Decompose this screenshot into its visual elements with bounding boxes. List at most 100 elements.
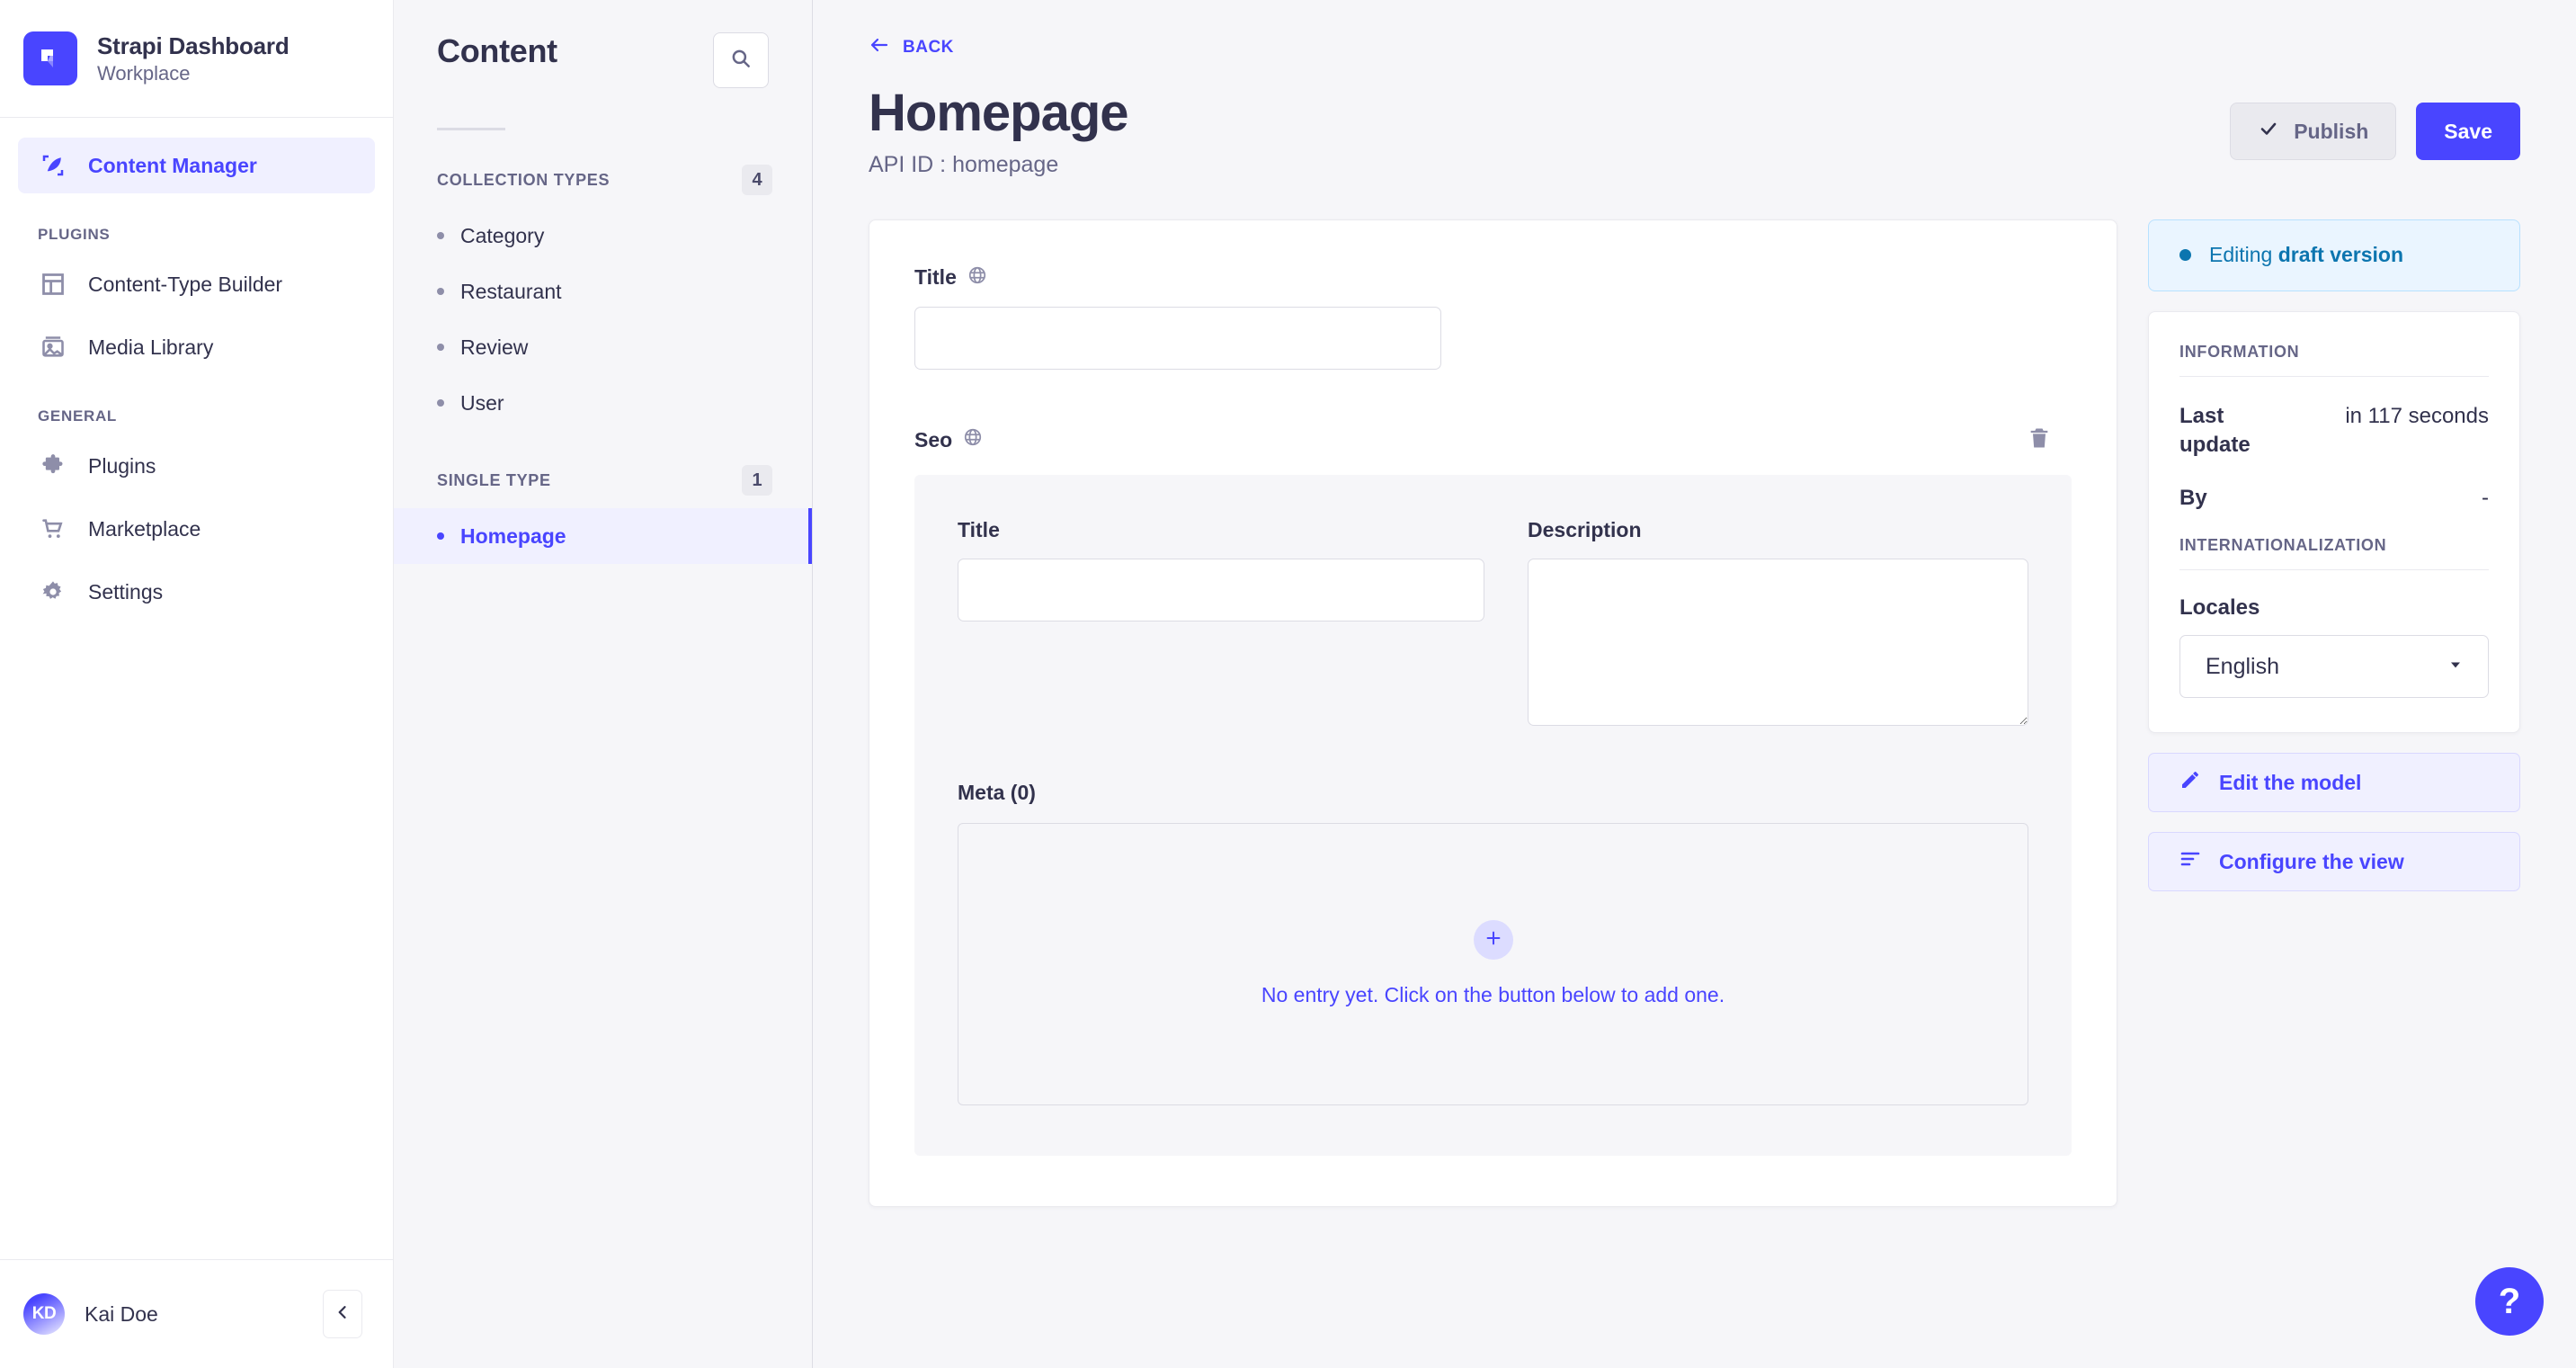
- locales-label: Locales: [2179, 595, 2260, 621]
- content-type-label: Homepage: [460, 523, 566, 548]
- info-row-last-update: Last update in 117 seconds: [2179, 402, 2489, 460]
- trash-icon[interactable]: [2027, 425, 2052, 455]
- info-key: By: [2179, 485, 2207, 510]
- seo-title-input[interactable]: [958, 558, 1484, 621]
- information-title: INFORMATION: [2179, 342, 2300, 361]
- globe-icon: [963, 427, 983, 452]
- sidebar-item-content-type-builder[interactable]: Content-Type Builder: [18, 256, 375, 312]
- information-card: INFORMATION Last update in 117 seconds B…: [2148, 310, 2520, 734]
- content-type-item-restaurant[interactable]: Restaurant: [394, 264, 812, 319]
- save-button[interactable]: Save: [2416, 103, 2520, 160]
- title-field-label: Title: [914, 265, 2072, 291]
- sidebar-collapse-button[interactable]: [323, 1290, 362, 1338]
- bullet-icon: [437, 532, 444, 540]
- info-row-by: By -: [2179, 484, 2489, 513]
- sidebar-item-settings[interactable]: Settings: [18, 564, 375, 620]
- user-menu[interactable]: KD Kai Doe: [23, 1293, 158, 1335]
- bullet-icon: [437, 399, 444, 407]
- brand-subtitle: Workplace: [97, 61, 191, 85]
- meta-empty-text: No entry yet. Click on the button below …: [1261, 983, 1725, 1007]
- collection-types-header: COLLECTION TYPES 4: [394, 165, 812, 195]
- brand-header[interactable]: Strapi Dashboard Workplace: [0, 0, 393, 118]
- plus-icon[interactable]: [1473, 920, 1513, 961]
- content-type-label: Category: [460, 223, 545, 247]
- collection-types-group: COLLECTION TYPES 4 Category Restaurant R…: [394, 130, 812, 431]
- help-button[interactable]: ?: [2475, 1267, 2544, 1336]
- sidebar-item-label: Media Library: [88, 335, 214, 359]
- main-header-block: BACK Homepage API ID : homepage Publish: [813, 0, 2576, 178]
- user-name: Kai Doe: [85, 1301, 158, 1326]
- sidebar-item-plugins[interactable]: Plugins: [18, 438, 375, 494]
- avatar: KD: [23, 1293, 65, 1335]
- sidebar-item-media-library[interactable]: Media Library: [18, 319, 375, 375]
- sidebar-section-label: GENERAL: [38, 407, 118, 425]
- layout-builder-icon: [38, 269, 68, 300]
- publish-button[interactable]: Publish: [2230, 103, 2397, 160]
- strapi-logo-icon: [23, 31, 77, 85]
- puzzle-icon: [38, 451, 68, 481]
- sidebar-item-label: Plugins: [88, 453, 156, 478]
- configure-the-view-button[interactable]: Configure the view: [2148, 832, 2520, 892]
- edit-the-model-button[interactable]: Edit the model: [2148, 753, 2520, 813]
- content-type-item-user[interactable]: User: [394, 375, 812, 431]
- edit-the-model-label: Edit the model: [2219, 770, 2362, 794]
- content-types-panel: Content COLLECTION TYPES 4 Category: [394, 0, 813, 1368]
- single-type-label: SINGLE TYPE: [437, 470, 551, 489]
- left-sidebar: Strapi Dashboard Workplace Content Manag…: [0, 0, 394, 1368]
- brand-title: Strapi Dashboard: [97, 31, 290, 59]
- single-type-header: SINGLE TYPE 1: [394, 465, 812, 496]
- sidebar-item-label: Content Manager: [88, 153, 257, 177]
- meta-label: Meta (0): [958, 780, 1036, 804]
- feather-pen-icon: [38, 150, 68, 181]
- draft-prefix: Editing: [2209, 243, 2278, 267]
- collection-types-label: COLLECTION TYPES: [437, 170, 611, 189]
- sidebar-section-label: PLUGINS: [38, 226, 111, 243]
- page-subtitle: API ID : homepage: [869, 151, 1059, 177]
- seo-description-label: Description: [1528, 517, 1642, 541]
- draft-status-badge: Editing draft version: [2148, 219, 2520, 291]
- content-type-item-review[interactable]: Review: [394, 319, 812, 375]
- content-type-item-homepage[interactable]: Homepage: [394, 508, 812, 564]
- sidebar-item-label: Settings: [88, 579, 164, 604]
- seo-title-field: Title: [958, 518, 1484, 730]
- meta-empty-state: No entry yet. Click on the button below …: [958, 822, 2028, 1105]
- bullet-icon: [437, 232, 444, 239]
- page-title-block: Homepage API ID : homepage: [869, 85, 1129, 178]
- seo-component-box: Title Description Meta (0): [914, 474, 2072, 1156]
- info-value: -: [2482, 485, 2489, 510]
- locale-select[interactable]: English: [2179, 635, 2489, 699]
- seo-description-textarea[interactable]: [1528, 558, 2028, 726]
- pencil-icon: [2179, 769, 2201, 796]
- seo-description-field: Description: [1528, 518, 2028, 730]
- seo-title-label: Title: [958, 517, 1000, 541]
- draft-strong: draft version: [2277, 243, 2404, 267]
- main-area: BACK Homepage API ID : homepage Publish: [813, 0, 2576, 1368]
- content-panel-header: Content: [394, 0, 812, 88]
- bullet-icon: [437, 344, 444, 351]
- sidebar-item-marketplace[interactable]: Marketplace: [18, 501, 375, 557]
- information-divider: [2179, 375, 2489, 377]
- page-header: Homepage API ID : homepage Publish Save: [869, 85, 2520, 178]
- collection-types-count: 4: [742, 165, 772, 195]
- sidebar-item-content-manager[interactable]: Content Manager: [18, 138, 375, 193]
- info-value: in 117 seconds: [2345, 403, 2489, 428]
- title-label-text: Title: [914, 265, 957, 290]
- image-icon: [38, 332, 68, 362]
- internationalization-divider: [2179, 569, 2489, 571]
- content-panel-title: Content: [437, 32, 557, 69]
- right-info-panel: Editing draft version INFORMATION Last u…: [2148, 219, 2520, 892]
- seo-fields-row: Title Description: [958, 518, 2028, 730]
- gear-icon: [38, 577, 68, 607]
- shopping-cart-icon: [38, 514, 68, 544]
- info-key: Last update: [2179, 403, 2251, 458]
- content-search-button[interactable]: [713, 32, 769, 88]
- content-type-label: Restaurant: [460, 279, 562, 303]
- content-type-item-category[interactable]: Category: [394, 208, 812, 264]
- back-button[interactable]: BACK: [869, 34, 954, 61]
- title-input[interactable]: [914, 306, 1441, 370]
- internationalization-title: INTERNATIONALIZATION: [2179, 536, 2387, 555]
- content-type-label: User: [460, 390, 504, 415]
- sidebar-section-plugins: PLUGINS Content-Type Builder: [18, 226, 375, 375]
- configure-the-view-label: Configure the view: [2219, 849, 2404, 873]
